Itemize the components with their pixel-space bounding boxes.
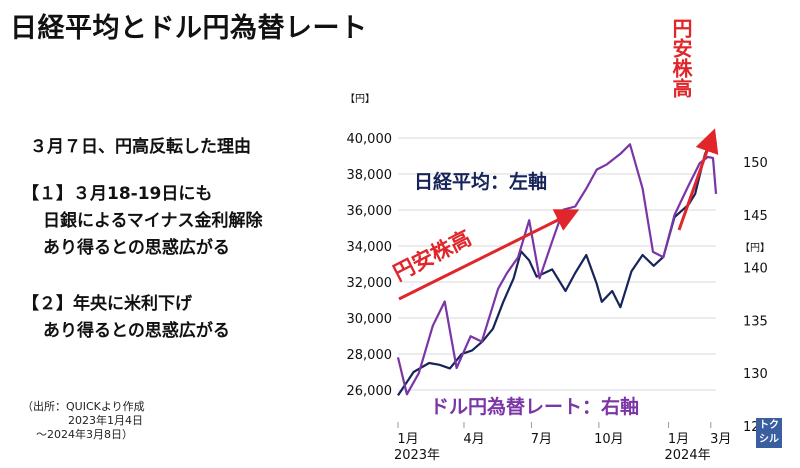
left-tick-label: 26,000 [347, 384, 393, 399]
left-tick-label: 36,000 [347, 204, 393, 219]
right-tick-label: 145 [743, 209, 768, 224]
reason-item-2-line: 【２】年央に米利下げ [22, 294, 192, 314]
right-tick-label: 140 [743, 262, 768, 277]
source-line: 2023年1月4日 [68, 414, 143, 427]
left-tick-label: 34,000 [347, 240, 393, 255]
reason-item-2: 【２】年央に米利下げ あり得るとの思惑広がる [22, 291, 230, 345]
right-tick-label: 135 [743, 314, 768, 329]
x-tick-label: 4月 [463, 432, 484, 447]
x-tick-label: 10月 [594, 432, 624, 447]
yen-weak-label-vertical: 円安株高 [669, 18, 693, 98]
x-tick-label: 7月 [531, 432, 552, 447]
toku-shiru-logo: トク シル [756, 418, 782, 448]
reason-item-1-line: あり得るとの思惑広がる [43, 238, 230, 258]
usdjpy-series-line [396, 143, 718, 396]
reason-item-1: 【１】３月18-19日にも 日銀によるマイナス金利解除 あり得るとの思惑広がる [22, 181, 262, 262]
reason-item-1-line: 【１】３月18-19日にも [22, 184, 213, 204]
source-line: ～2024年3月8日） [36, 428, 133, 441]
left-tick-label: 38,000 [347, 168, 393, 183]
source-note: （出所：QUICKより作成 2023年1月4日 ～2024年3月8日） [22, 400, 145, 442]
reasons-heading: ３月７日、円高反転した理由 [30, 137, 251, 157]
left-tick-label: 30,000 [347, 312, 393, 327]
x-tick-label: 1月 [668, 432, 689, 447]
yen-weak-label: 円安株高 [389, 226, 475, 286]
left-tick-label: 28,000 [347, 348, 393, 363]
x-tick-label: 1月 [397, 432, 418, 447]
reason-item-1-line: 日銀によるマイナス金利解除 [43, 211, 263, 231]
right-tick-label: 130 [743, 367, 768, 382]
right-axis-unit: 【円】 [740, 242, 770, 254]
left-tick-label: 40,000 [347, 132, 393, 147]
yen-weak-arrow [398, 209, 580, 301]
right-tick-label: 150 [743, 156, 768, 171]
legend-usdjpy: ドル円為替レート：右軸 [430, 395, 639, 418]
logo-text: シル [759, 434, 779, 445]
reason-item-2-line: あり得るとの思惑広がる [43, 321, 230, 341]
logo-text: トク [759, 420, 779, 431]
left-axis-unit: 【円】 [345, 93, 375, 105]
x-tick-label: 3月 [710, 432, 731, 447]
page-title: 日経平均とドル円為替レート [10, 13, 368, 44]
source-line: （出所：QUICKより作成 [22, 400, 145, 413]
yen-weak-arrow-vertical [677, 128, 719, 231]
left-tick-label: 32,000 [347, 276, 393, 291]
x-tick-year: 2023年 [394, 448, 440, 463]
x-tick-year: 2024年 [665, 448, 711, 463]
legend-nikkei: 日経平均：左軸 [414, 170, 547, 193]
